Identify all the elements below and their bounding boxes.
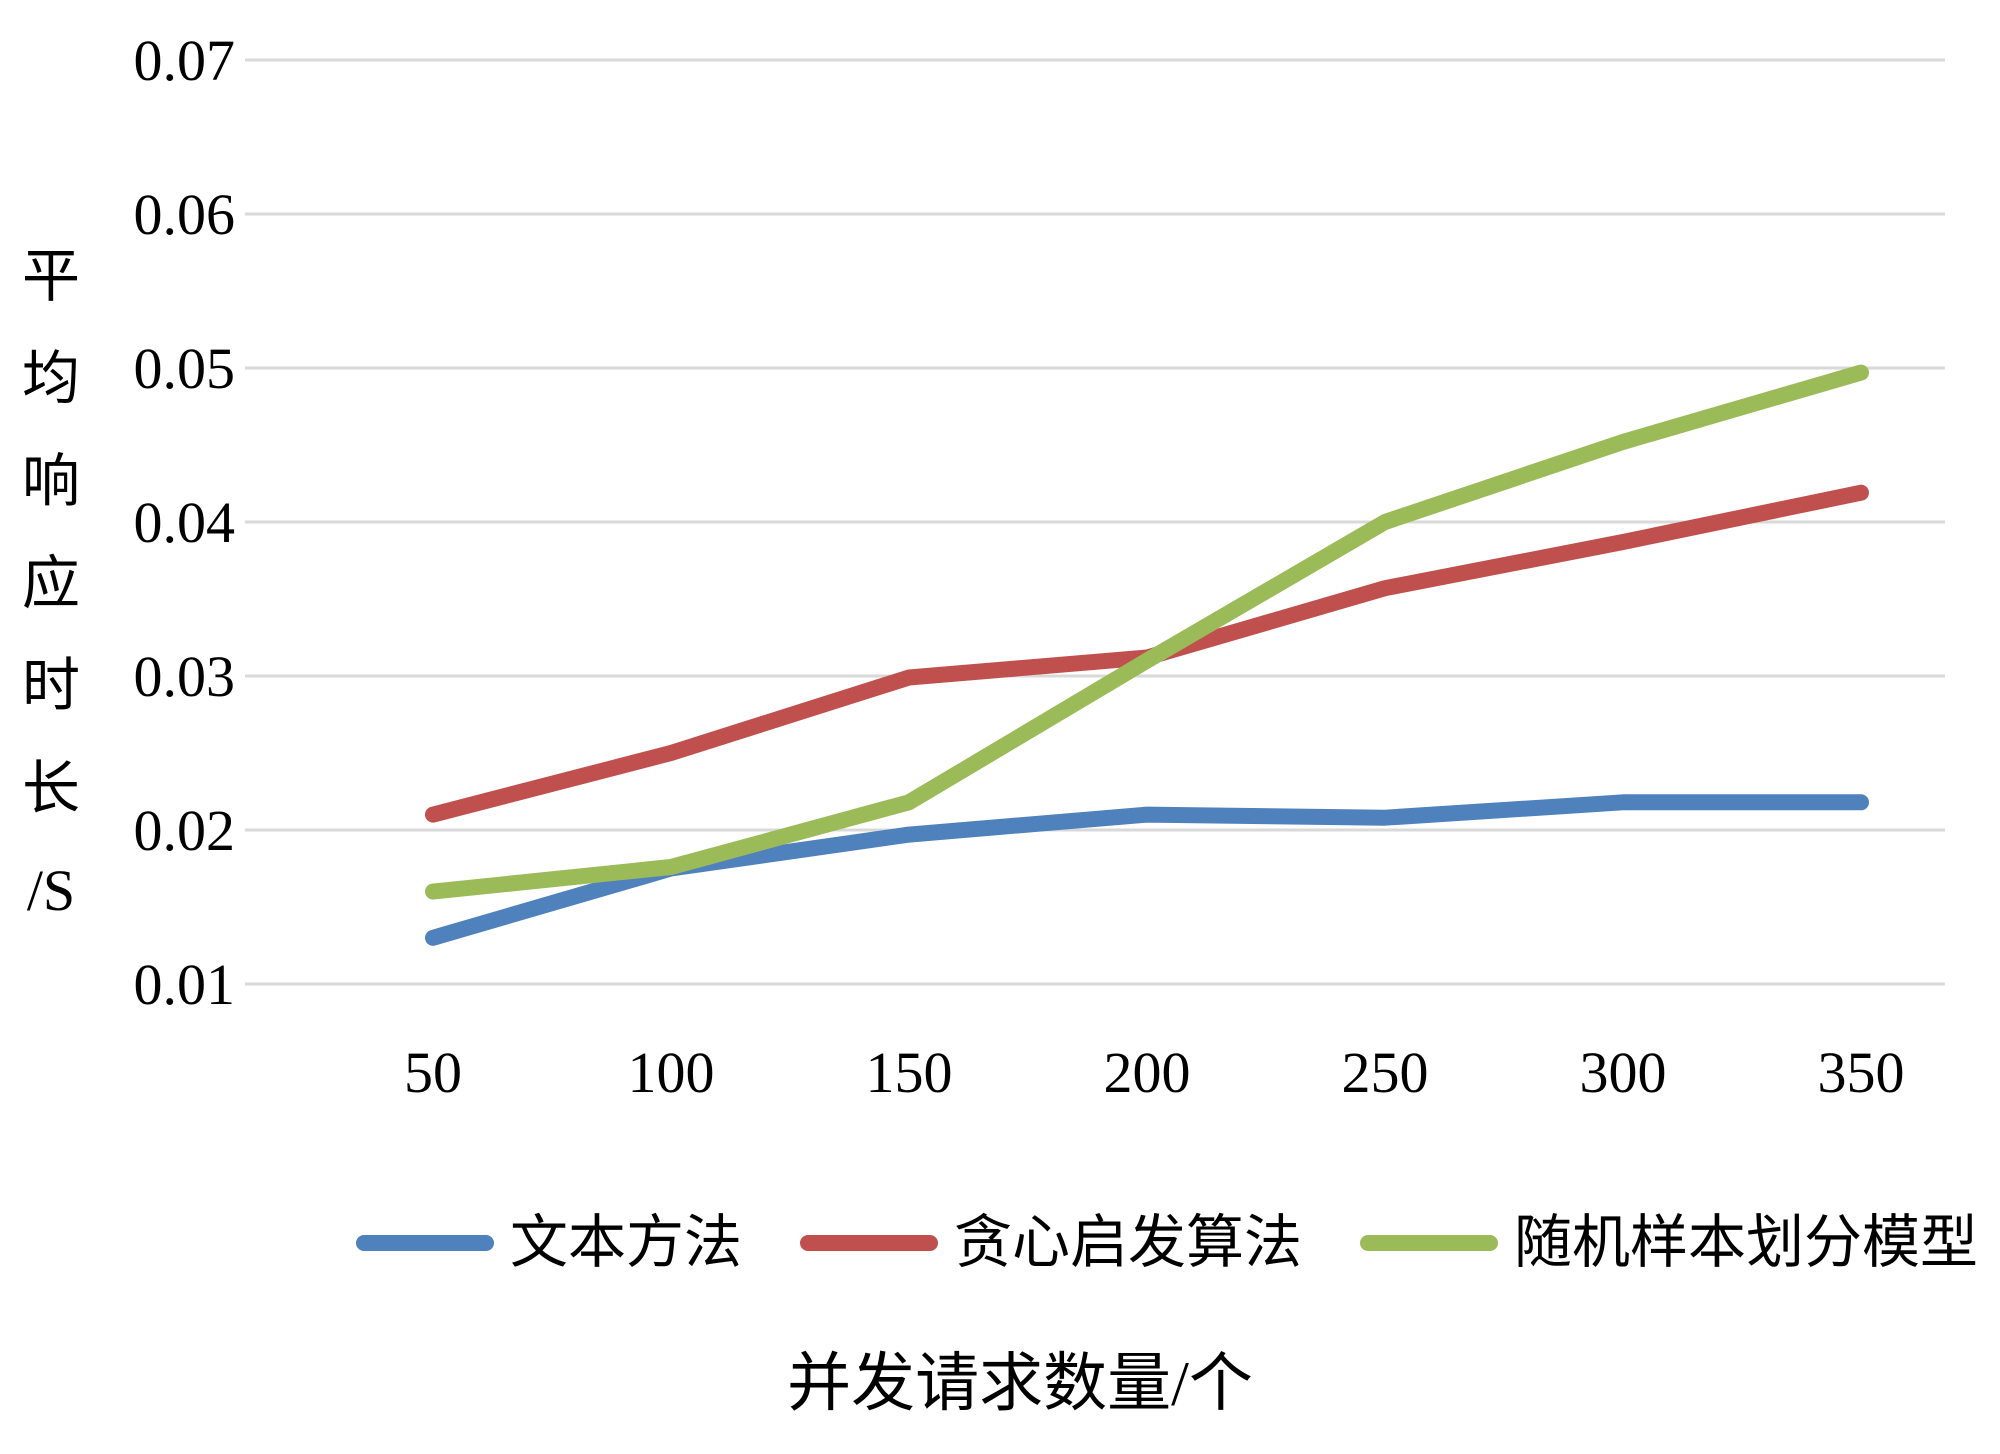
- legend-swatch-0: [356, 1235, 494, 1251]
- legend: 文本方法 贪心启发算法 随机样本划分模型: [356, 1198, 1978, 1288]
- y-tick-label: 0.04: [134, 490, 236, 555]
- x-tick-labels-group: 50 100 150 200 250 300 350: [404, 1040, 1905, 1105]
- y-axis-title-char: 响: [21, 448, 80, 514]
- x-tick-label: 200: [1104, 1040, 1191, 1105]
- y-tick-label: 0.02: [134, 798, 236, 863]
- y-tick-label: 0.07: [134, 28, 236, 93]
- x-tick-label: 150: [866, 1040, 953, 1105]
- series-lines-group: [425, 364, 1869, 946]
- y-axis-title-char: 长: [21, 755, 80, 821]
- y-tick-labels-group: 0.01 0.02 0.03 0.04 0.05 0.06 0.07: [134, 28, 236, 1017]
- legend-item-series-0: 文本方法: [356, 1214, 742, 1272]
- y-axis-title-char: 应: [21, 550, 80, 616]
- y-axis-title-char: 平: [21, 244, 80, 309]
- y-axis-title: 平 均 响 应 时 长 /S: [8, 248, 94, 920]
- series-line-2: [425, 364, 1869, 900]
- y-axis-title-char: 时: [21, 653, 80, 719]
- x-axis-title: 并发请求数量/个: [787, 1348, 1253, 1419]
- y-tick-label: 0.05: [134, 336, 236, 401]
- legend-swatch-1: [800, 1235, 939, 1251]
- x-tick-label: 100: [628, 1040, 715, 1105]
- legend-item-series-2: 随机样本划分模型: [1360, 1214, 1978, 1272]
- legend-label-1: 贪心启发算法: [954, 1210, 1303, 1275]
- legend-label-0: 文本方法: [510, 1210, 743, 1275]
- x-tick-label: 300: [1580, 1040, 1667, 1105]
- y-tick-label: 0.03: [134, 644, 236, 709]
- x-tick-label: 250: [1342, 1040, 1429, 1105]
- gridlines-group: [245, 58, 1945, 986]
- x-tick-label: 350: [1818, 1040, 1905, 1105]
- y-tick-label: 0.06: [134, 182, 236, 247]
- y-axis-title-char: /S: [26, 857, 76, 923]
- y-tick-label: 0.01: [134, 952, 236, 1017]
- x-tick-label: 50: [404, 1040, 462, 1105]
- legend-label-2: 随机样本划分模型: [1514, 1210, 1979, 1275]
- legend-item-series-1: 贪心启发算法: [800, 1214, 1302, 1272]
- legend-swatch-2: [1360, 1235, 1499, 1251]
- y-axis-title-char: 均: [21, 346, 80, 412]
